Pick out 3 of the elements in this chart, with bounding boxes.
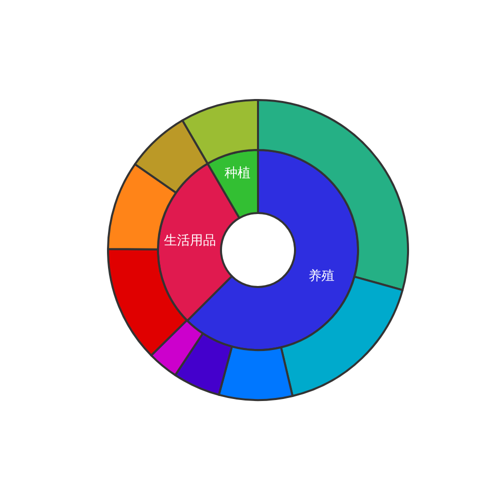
slice-label: 生活用品 <box>164 234 216 249</box>
slice-label: 种植 <box>224 166 250 181</box>
slice-label: 养殖 <box>308 268 334 284</box>
